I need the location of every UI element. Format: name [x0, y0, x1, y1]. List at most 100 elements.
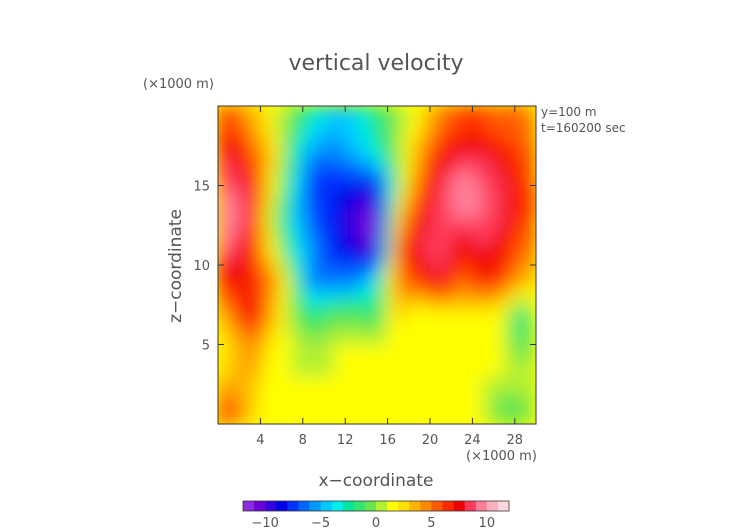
heatmap-cell: [524, 153, 532, 163]
heatmap-cell: [524, 161, 532, 171]
heatmap-cell: [249, 161, 256, 171]
heatmap-cell: [265, 216, 272, 226]
heatmap-cell: [371, 121, 378, 131]
heatmap-cell: [466, 248, 473, 258]
heatmap-cell: [328, 121, 336, 131]
colorbar-swatch: [243, 501, 255, 511]
heatmap-cell: [456, 415, 463, 424]
heatmap-cell: [456, 224, 463, 234]
heatmap-cell: [519, 216, 526, 226]
heatmap-cell: [244, 216, 251, 226]
heatmap-cell: [249, 137, 256, 147]
heatmap-cell: [270, 161, 277, 171]
heatmap-cell: [318, 129, 325, 139]
heatmap-cell: [530, 106, 536, 115]
heatmap-cell: [281, 336, 288, 345]
heatmap-cell: [318, 232, 325, 242]
heatmap-cell: [498, 391, 505, 401]
heatmap-cell: [493, 137, 500, 147]
heatmap-cell: [344, 113, 351, 123]
heatmap-cell: [339, 224, 346, 234]
heatmap-cell: [514, 129, 521, 139]
heatmap-cell: [392, 248, 399, 258]
heatmap-cell: [424, 208, 431, 218]
heatmap-cell: [228, 312, 235, 322]
heatmap-cell: [424, 177, 431, 186]
heatmap-cell: [429, 256, 436, 266]
heatmap-cell: [312, 216, 320, 226]
heatmap-cell: [450, 177, 457, 186]
heatmap-cell: [482, 216, 489, 226]
heatmap-cell: [392, 304, 399, 314]
heatmap-cell: [371, 383, 378, 393]
heatmap-cell: [434, 161, 442, 171]
heatmap-cell: [440, 344, 447, 353]
heatmap-cell: [493, 113, 500, 123]
heatmap-cell: [286, 304, 293, 314]
heatmap-cell: [456, 344, 463, 353]
heatmap-cell: [302, 232, 309, 242]
heatmap-cell: [381, 113, 389, 123]
heatmap-cell: [228, 351, 235, 361]
heatmap-cell: [312, 129, 320, 139]
heatmap-cell: [487, 391, 495, 401]
heatmap-cell: [424, 296, 431, 306]
heatmap-cell: [509, 137, 516, 147]
heatmap-cell: [466, 296, 473, 306]
heatmap-cell: [477, 200, 484, 210]
heatmap-cell: [519, 240, 526, 250]
heatmap-cell: [228, 106, 235, 115]
heatmap-cell: [371, 415, 378, 424]
heatmap-cell: [466, 169, 473, 179]
heatmap-cell: [328, 232, 336, 242]
heatmap-cell: [323, 161, 330, 171]
heatmap-cell: [286, 161, 293, 171]
heatmap-cell: [509, 240, 516, 250]
heatmap-cell: [424, 264, 431, 274]
heatmap-cell: [381, 185, 389, 194]
heatmap-cell: [381, 129, 389, 139]
heatmap-cell: [397, 177, 404, 186]
heatmap-cell: [318, 359, 325, 369]
annotation-y: y=100 m: [541, 105, 597, 119]
heatmap-cell: [297, 153, 304, 163]
heatmap-cell: [323, 145, 330, 155]
heatmap-cell: [493, 280, 500, 290]
heatmap-cell: [360, 367, 367, 377]
heatmap-cell: [323, 177, 330, 186]
heatmap-cell: [397, 113, 404, 123]
heatmap-cell: [440, 192, 447, 202]
heatmap-cell: [434, 240, 442, 250]
heatmap-cell: [307, 145, 314, 155]
heatmap-cell: [233, 177, 240, 186]
heatmap-cell: [281, 312, 288, 322]
heatmap-cell: [408, 240, 415, 250]
heatmap-cell: [503, 264, 510, 274]
heatmap-cell: [302, 256, 309, 266]
heatmap-cell: [265, 391, 272, 401]
heatmap-cell: [413, 240, 420, 250]
heatmap-cell: [275, 208, 283, 218]
heatmap-cell: [493, 200, 500, 210]
heatmap-cell: [524, 224, 532, 234]
heatmap-cell: [440, 137, 447, 147]
heatmap-cell: [281, 121, 288, 131]
heatmap-cell: [514, 185, 521, 194]
heatmap-cell: [376, 113, 383, 123]
heatmap-cell: [365, 367, 373, 377]
heatmap-cell: [281, 153, 288, 163]
heatmap-cell: [424, 232, 431, 242]
heatmap-cell: [493, 240, 500, 250]
heatmap-cell: [218, 224, 224, 234]
heatmap-cell: [519, 106, 526, 115]
heatmap-cell: [509, 224, 516, 234]
heatmap-cell: [519, 137, 526, 147]
heatmap-cell: [440, 145, 447, 155]
heatmap-cell: [244, 264, 251, 274]
heatmap-cell: [397, 121, 404, 131]
heatmap-cell: [413, 185, 420, 194]
heatmap-cell: [450, 391, 457, 401]
heatmap-cell: [228, 367, 235, 377]
heatmap-cell: [418, 153, 426, 163]
heatmap-cell: [530, 312, 536, 322]
